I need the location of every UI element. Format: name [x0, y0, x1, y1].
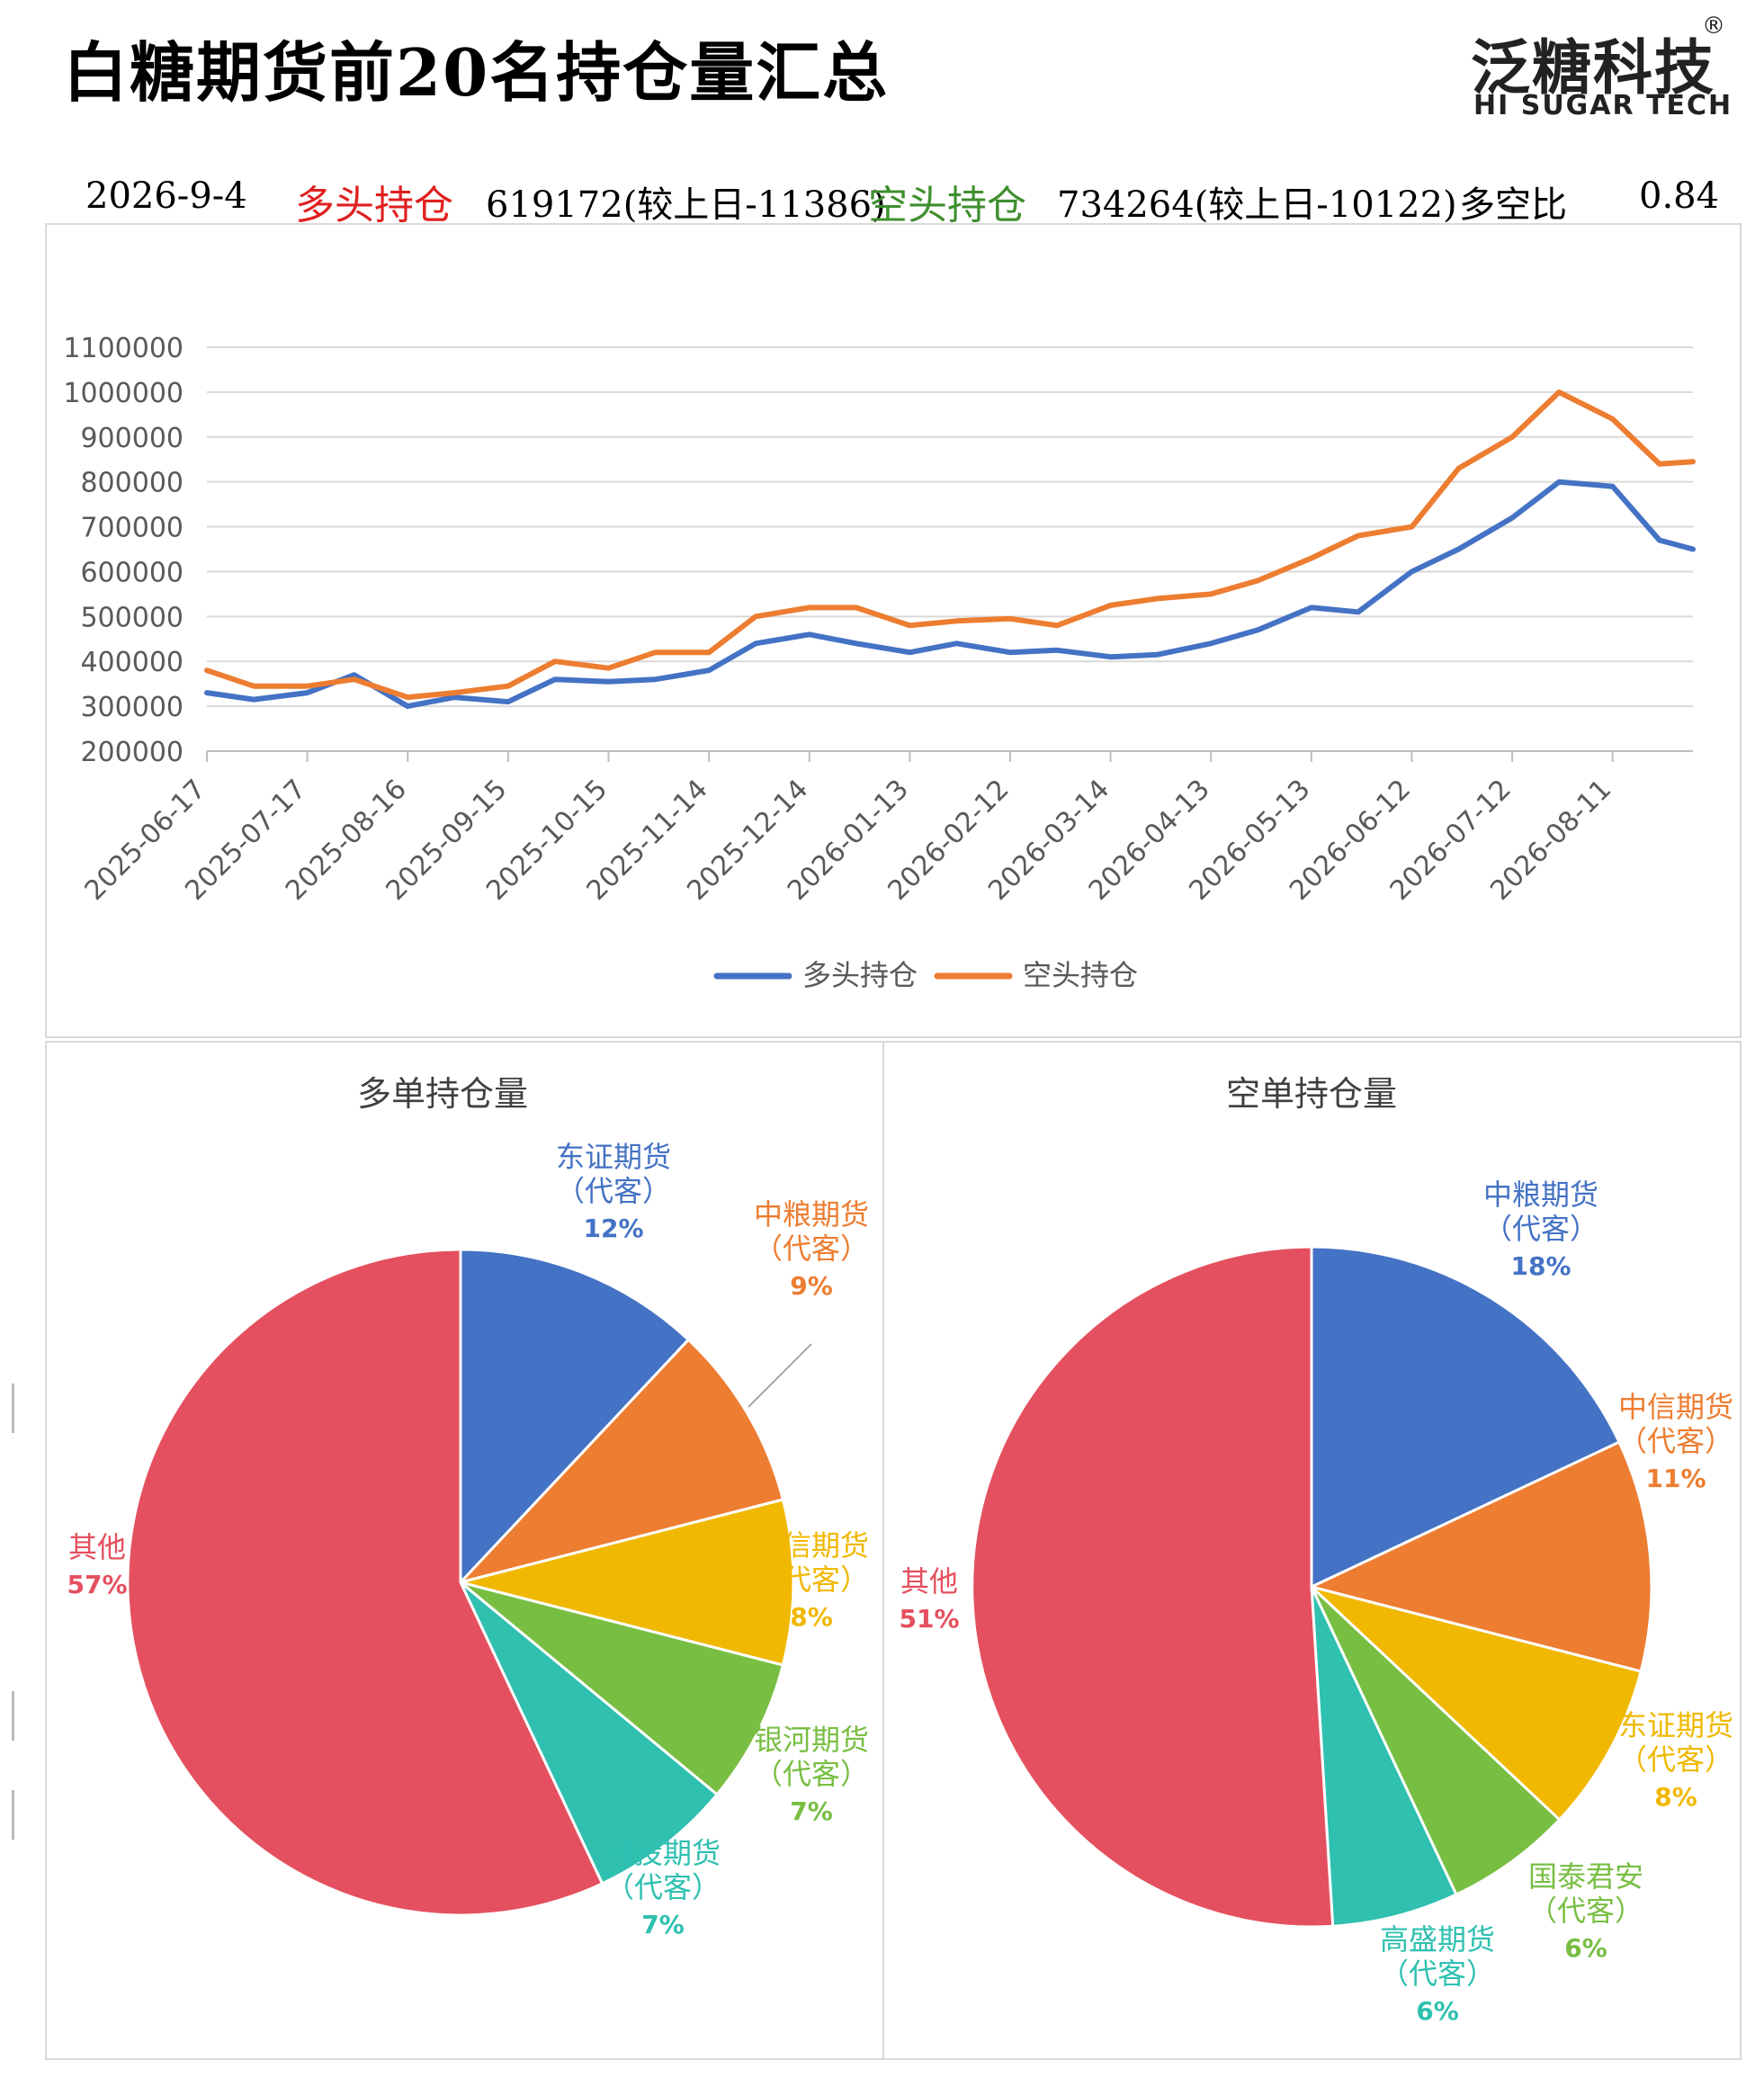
- pie-slice: [971, 1245, 1335, 1929]
- pie-label-name: （代客）: [754, 1232, 869, 1266]
- pie-data-label: 中信期货（代客） 11%: [1618, 1390, 1733, 1493]
- pie-slice: [459, 1248, 691, 1586]
- summary-short-label: 空头持仓: [868, 183, 1026, 228]
- pie-slice: [459, 1581, 720, 1885]
- pie-title: 多单持仓量: [357, 1074, 528, 1114]
- edge-mark: [12, 1691, 14, 1741]
- pie-data-label: 中粮期货（代客） 18%: [1483, 1178, 1598, 1281]
- y-tick-label: 900000: [80, 423, 184, 454]
- pie-label-name: 中信期货: [754, 1528, 869, 1563]
- pie-label-value: 8%: [790, 1602, 833, 1632]
- pie-data-label: 其他 57%: [67, 1530, 127, 1599]
- edge-mark: [12, 1790, 14, 1840]
- pie-slice: [456, 1338, 785, 1585]
- pie-slice: [126, 1248, 604, 1917]
- line-chart-panel: 200000 300000 400000 500000 600000 700000 8000…: [45, 223, 1742, 1038]
- pie-data-label: 国泰君安（代客） 6%: [1528, 1859, 1643, 1963]
- pie-label-name: （代客）: [1618, 1742, 1733, 1777]
- series-line-1: [204, 389, 1696, 701]
- pie-label-value: 7%: [641, 1910, 685, 1939]
- y-tick-label: 300000: [80, 692, 184, 723]
- pie-label-value: 18%: [1510, 1251, 1571, 1281]
- legend-label: 多头持仓: [802, 958, 918, 992]
- pie-label-name: （代客）: [754, 1757, 869, 1791]
- pie-label-value: 51%: [899, 1604, 959, 1634]
- pie-label-value: 11%: [1645, 1464, 1706, 1493]
- y-tick-label: 700000: [80, 513, 184, 544]
- pie-label-name: （代客）: [1483, 1212, 1598, 1246]
- long-pie-panel: 多单持仓量 东证期货 （代客） 12% 中粮期货 （代客） 9% 中信期货 （代客） 8% 银河期货…: [45, 1041, 884, 2060]
- pie-data-label: 国投期货（代客） 7%: [605, 1836, 721, 1939]
- pie-label-name: （代客）: [1380, 1957, 1495, 1991]
- pie-slice: [460, 1498, 795, 1667]
- pie-label-name: （代客）: [1618, 1424, 1733, 1458]
- summary-short-value: 734264(较上日-10122): [1057, 184, 1457, 226]
- pie-slice: [1310, 1586, 1458, 1928]
- summary-long-value: 619172(较上日-11386): [486, 184, 886, 226]
- pie-label-name: 中信期货: [1618, 1390, 1733, 1424]
- edge-mark: [12, 1384, 14, 1433]
- pie-slice: [1310, 1245, 1621, 1590]
- summary-ratio-value: 0.84: [1639, 175, 1720, 217]
- pie-data-label: 中粮期货（代客） 9%: [754, 1197, 869, 1301]
- pie-data-label: 中信期货（代客） 8%: [754, 1528, 869, 1632]
- pie-label-name: （代客）: [754, 1563, 869, 1597]
- y-tick-label: 400000: [80, 647, 184, 678]
- logo-english-text: HI SUGAR TECH: [1473, 90, 1733, 121]
- registered-mark: ®: [1702, 13, 1725, 40]
- pie-label-value: 6%: [1416, 1996, 1459, 2026]
- legend-label: 空头持仓: [1023, 958, 1138, 992]
- series-line-0: [204, 479, 1696, 710]
- y-tick-label: 200000: [80, 737, 184, 768]
- pie-label-name: （代客）: [556, 1174, 671, 1208]
- pie-label-name: 银河期货: [754, 1723, 869, 1757]
- pie-label-value: 7%: [790, 1796, 833, 1826]
- pie-title: 空单持仓量: [1226, 1074, 1397, 1114]
- pie-label-name: 东证期货: [556, 1140, 671, 1174]
- pie-data-label: 银河期货（代客） 7%: [754, 1723, 869, 1826]
- y-tick-label: 500000: [80, 602, 184, 633]
- brand-logo: 泛糖科技 ® HI SUGAR TECH: [1466, 13, 1736, 128]
- y-tick-label: 800000: [80, 468, 184, 499]
- short-pie-panel: 空单持仓量 中粮期货 （代客） 18% 中信期货 （代客） 11% 东证期货 （代客） 8% 国泰君…: [882, 1041, 1742, 2060]
- pie-label-name: 其他: [68, 1530, 126, 1564]
- pie-label-value: 9%: [790, 1271, 833, 1301]
- pie-slice: [1307, 1440, 1653, 1673]
- pie-label-value: 6%: [1564, 1933, 1607, 1963]
- pie-label-name: 中粮期货: [754, 1197, 869, 1232]
- logo-chinese-text: 泛糖科技: [1471, 33, 1715, 103]
- pie-label-name: 其他: [900, 1564, 958, 1599]
- pie-data-label: 东证期货（代客） 12%: [556, 1140, 671, 1243]
- summary-ratio-label: 多空比: [1459, 184, 1567, 226]
- pie-label-name: （代客）: [605, 1870, 721, 1904]
- pie-label-name: 国投期货: [605, 1836, 721, 1870]
- pie-label-value: 57%: [67, 1570, 127, 1599]
- pie-label-name: 高盛期货: [1380, 1922, 1495, 1957]
- pie-label-name: 中粮期货: [1483, 1178, 1598, 1212]
- summary-long-label: 多头持仓: [295, 183, 453, 228]
- leader-line: [748, 1343, 812, 1408]
- pie-data-label: 东证期货（代客） 8%: [1618, 1708, 1733, 1812]
- pie-label-name: 国泰君安: [1528, 1859, 1643, 1894]
- y-tick-label: 600000: [80, 557, 184, 588]
- pie-label-name: 东证期货: [1618, 1708, 1733, 1742]
- pie-label-name: （代客）: [1528, 1894, 1643, 1928]
- pie-label-value: 8%: [1654, 1782, 1697, 1812]
- y-tick-label: 1100000: [63, 333, 184, 364]
- pie-data-label: 高盛期货（代客） 6%: [1380, 1922, 1495, 2026]
- pie-slice: [1310, 1585, 1562, 1896]
- pie-slice: [460, 1581, 785, 1796]
- short-pie-chart: 空单持仓量中粮期货（代客）18%中信期货（代客）11%东证期货（代客）8%国泰君…: [899, 1074, 1733, 2026]
- line-chart: 200000 300000 400000 500000 600000 700000 8000…: [63, 333, 1696, 992]
- pie-data-label: 其他 51%: [899, 1564, 959, 1634]
- summary-date: 2026-9-4: [85, 175, 247, 217]
- page-title: 白糖期货前20名持仓量汇总: [63, 34, 890, 111]
- pie-slice: [1310, 1585, 1643, 1822]
- pie-label-value: 12%: [583, 1214, 643, 1243]
- y-tick-label: 1000000: [63, 378, 184, 409]
